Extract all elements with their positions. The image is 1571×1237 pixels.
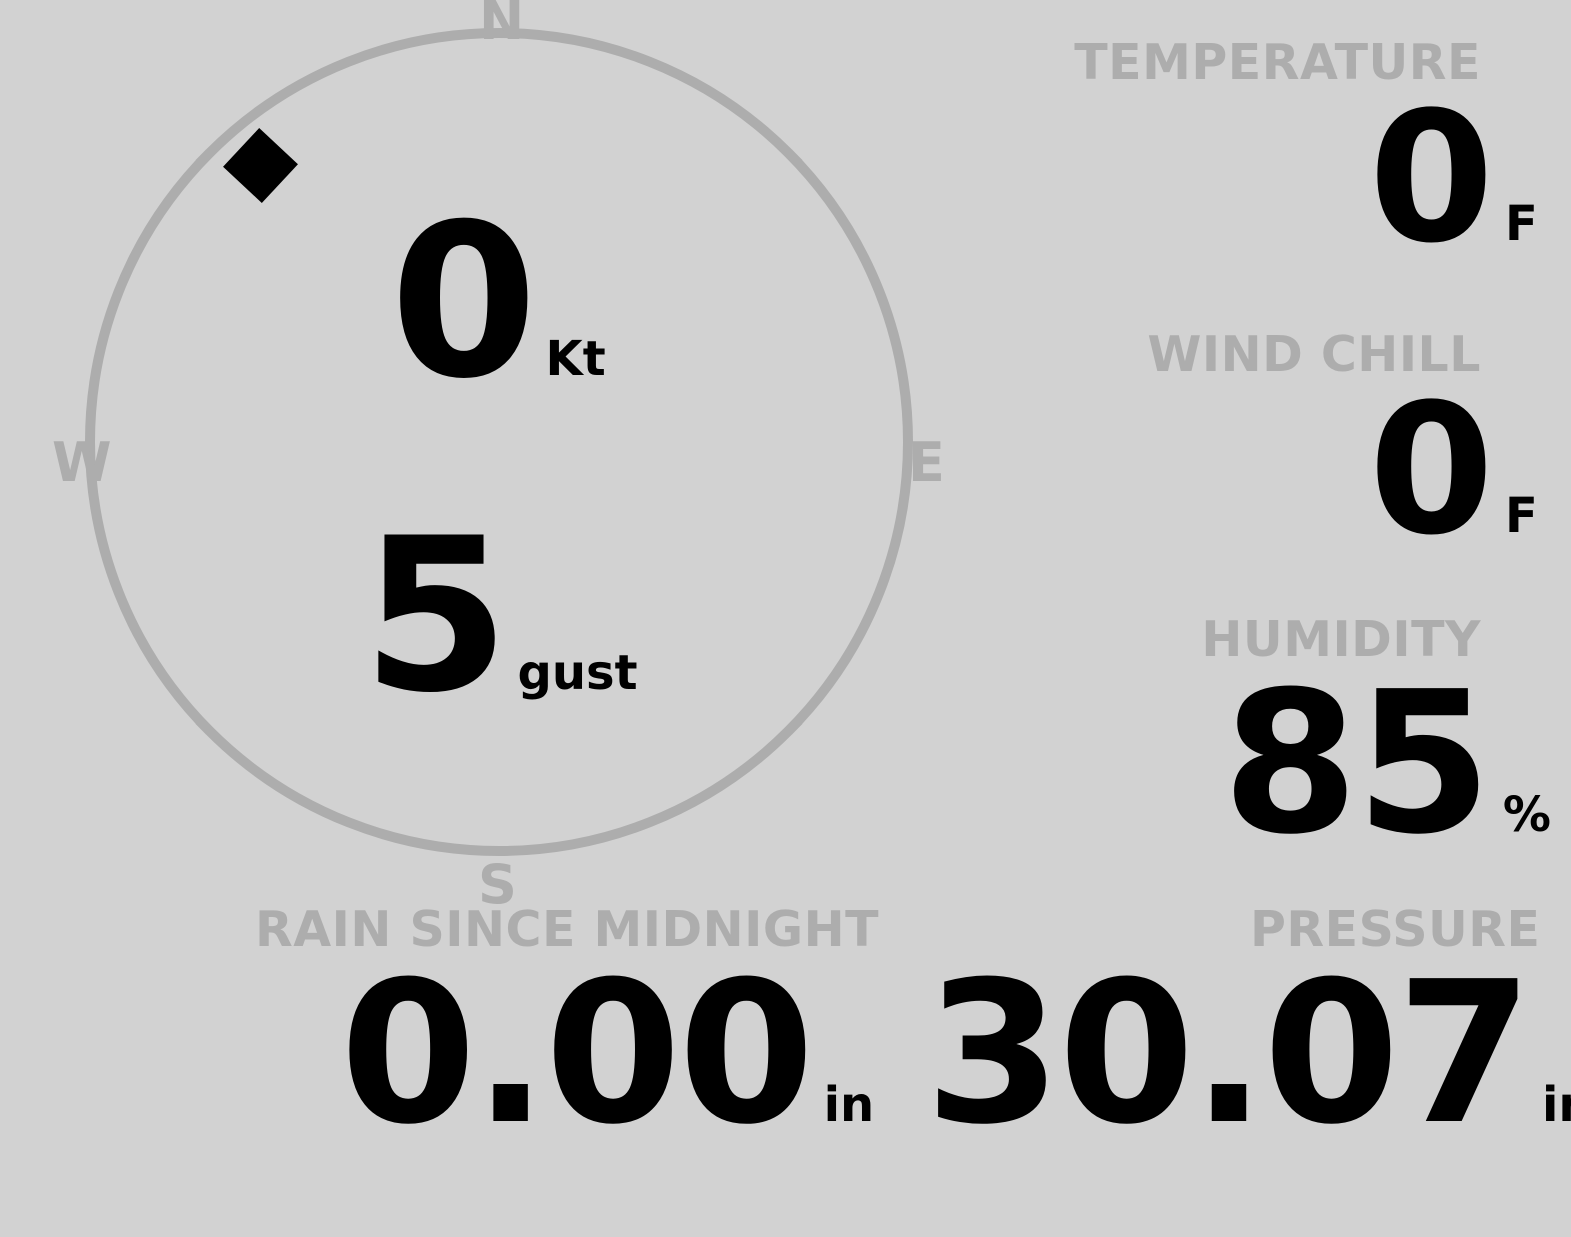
stat-pressure: PRESSURE 30.07 in (925, 905, 1571, 1152)
humidity-unit: % (1502, 787, 1551, 843)
rain-unit: in (823, 1077, 875, 1133)
wind-gauge: N E S W 0 Kt 5 gust (0, 0, 1000, 912)
stat-humidity: HUMIDITY 85 % (1201, 615, 1551, 862)
rain-readout: 0.00 in (340, 956, 879, 1152)
humidity-readout: 85 % (1201, 666, 1551, 862)
wind-chill-label: WIND CHILL (1147, 326, 1481, 383)
wind-speed-value: 0 (390, 178, 538, 425)
wind-chill-value: 0 (1368, 366, 1494, 575)
pressure-readout: 30.07 in (925, 956, 1571, 1152)
pressure-unit: in (1541, 1077, 1571, 1133)
wind-gust-unit: gust (517, 645, 638, 701)
wind-speed-readout: 0 Kt (390, 196, 606, 408)
temperature-readout: 0 F (1074, 89, 1551, 269)
compass-label-south: S (478, 853, 517, 916)
wind-direction-marker (223, 128, 298, 203)
humidity-value: 85 (1222, 650, 1492, 878)
pressure-label: PRESSURE (1250, 901, 1541, 958)
rain-value: 0.00 (340, 940, 815, 1168)
humidity-label: HUMIDITY (1201, 611, 1481, 668)
compass-label-west: W (52, 431, 112, 494)
wind-speed-unit: Kt (545, 331, 606, 387)
pressure-value: 30.07 (925, 940, 1533, 1168)
compass-ring (85, 28, 913, 856)
compass-label-east: E (908, 431, 945, 494)
compass-dial (85, 28, 913, 856)
temperature-unit: F (1505, 196, 1538, 252)
compass-label-north: N (479, 0, 525, 52)
temperature-value: 0 (1368, 74, 1494, 283)
stat-rain-since-midnight: RAIN SINCE MIDNIGHT 0.00 in (255, 905, 879, 1152)
wind-chill-unit: F (1505, 488, 1538, 544)
compass-ticks (195, 149, 803, 735)
stat-wind-chill: WIND CHILL 0 F (1147, 330, 1551, 561)
stat-temperature: TEMPERATURE 0 F (1074, 38, 1551, 269)
wind-gust-value: 5 (362, 492, 510, 739)
rain-label: RAIN SINCE MIDNIGHT (255, 901, 880, 958)
temperature-label: TEMPERATURE (1074, 34, 1481, 91)
wind-gust-readout: 5 gust (362, 510, 638, 722)
wind-chill-readout: 0 F (1147, 381, 1551, 561)
